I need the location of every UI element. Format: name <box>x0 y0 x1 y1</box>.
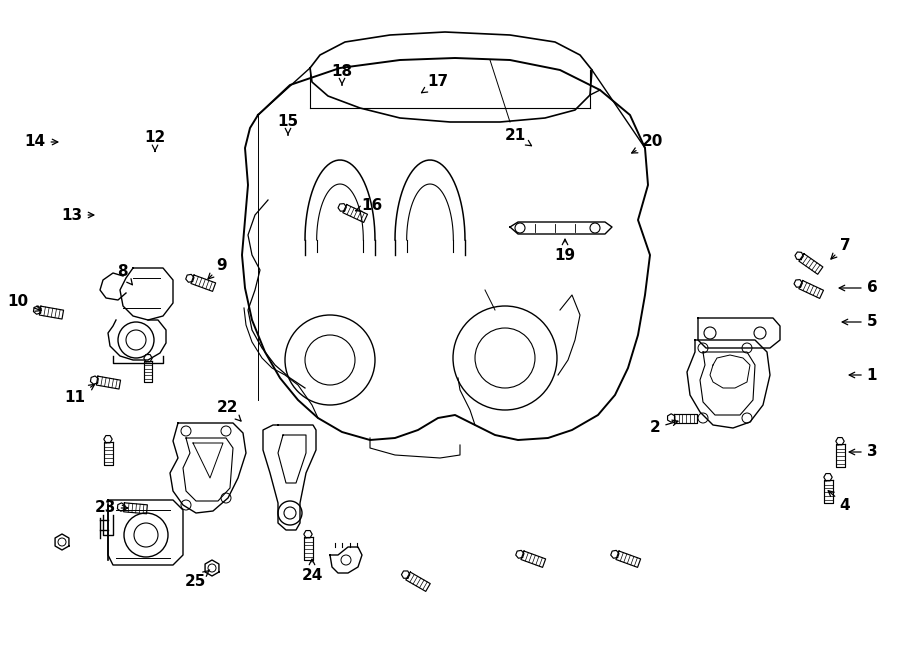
Text: 8: 8 <box>117 264 132 285</box>
Text: 25: 25 <box>184 570 210 590</box>
Text: 14: 14 <box>24 134 58 149</box>
Text: 13: 13 <box>61 208 94 223</box>
Text: 10: 10 <box>7 295 41 311</box>
Text: 2: 2 <box>650 420 678 436</box>
Text: 21: 21 <box>504 128 532 145</box>
Text: 6: 6 <box>839 280 878 295</box>
Text: 24: 24 <box>302 559 323 582</box>
Text: 9: 9 <box>208 258 228 279</box>
Text: 15: 15 <box>277 114 299 135</box>
Text: 7: 7 <box>831 237 850 259</box>
Text: 22: 22 <box>217 401 241 421</box>
Text: 17: 17 <box>421 75 448 93</box>
Text: 5: 5 <box>842 315 878 329</box>
Text: 3: 3 <box>850 444 877 459</box>
Text: 20: 20 <box>632 134 662 153</box>
Text: 16: 16 <box>356 198 382 212</box>
Text: 1: 1 <box>850 368 877 383</box>
Text: 18: 18 <box>331 65 353 85</box>
Text: 23: 23 <box>94 500 128 516</box>
Text: 19: 19 <box>554 239 576 262</box>
Text: 4: 4 <box>828 490 850 512</box>
Text: 11: 11 <box>65 385 94 405</box>
Text: 12: 12 <box>144 130 166 151</box>
